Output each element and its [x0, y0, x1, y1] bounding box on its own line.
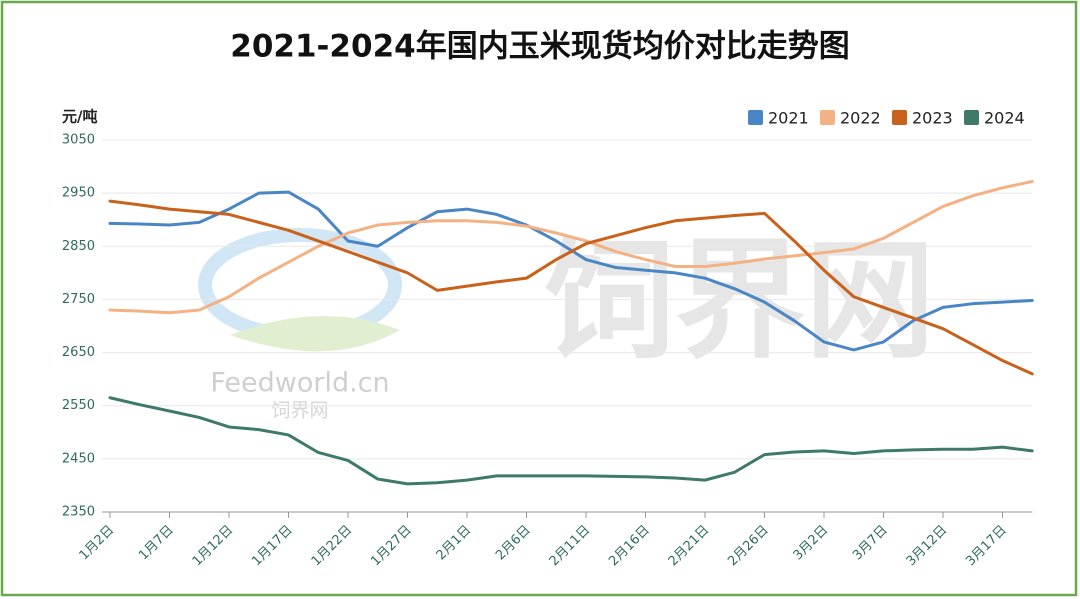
- y-tick-label: 2550: [62, 398, 95, 413]
- y-tick-label: 2450: [62, 451, 95, 466]
- series-line: [108, 199, 1034, 376]
- legend-swatch: [892, 110, 907, 125]
- legend-swatch: [748, 110, 763, 125]
- watermark-cn: 饲界网: [271, 400, 328, 422]
- y-tick-label: 2350: [62, 505, 95, 520]
- logo-leaf: [230, 316, 400, 352]
- y-tick-label: 2650: [62, 345, 95, 360]
- y-tick-label: 2950: [62, 186, 95, 201]
- legend-label: 2024: [984, 109, 1025, 128]
- chart-title: 2021-2024年国内玉米现货均价对比走势图: [230, 29, 849, 65]
- series-line: [108, 396, 1034, 486]
- legend-swatch: [964, 110, 979, 125]
- y-axis-label: 元/吨: [62, 108, 97, 126]
- series-line: [108, 179, 1034, 315]
- watermark-en: Feedworld.cn: [210, 368, 389, 399]
- legend-label: 2022: [840, 109, 881, 128]
- y-tick-label: 2750: [62, 292, 95, 307]
- legend-swatch: [820, 110, 835, 125]
- y-tick-label: 3050: [62, 133, 95, 148]
- legend-label: 2021: [768, 109, 809, 128]
- legend-label: 2023: [912, 109, 953, 128]
- y-tick-label: 2850: [62, 239, 95, 254]
